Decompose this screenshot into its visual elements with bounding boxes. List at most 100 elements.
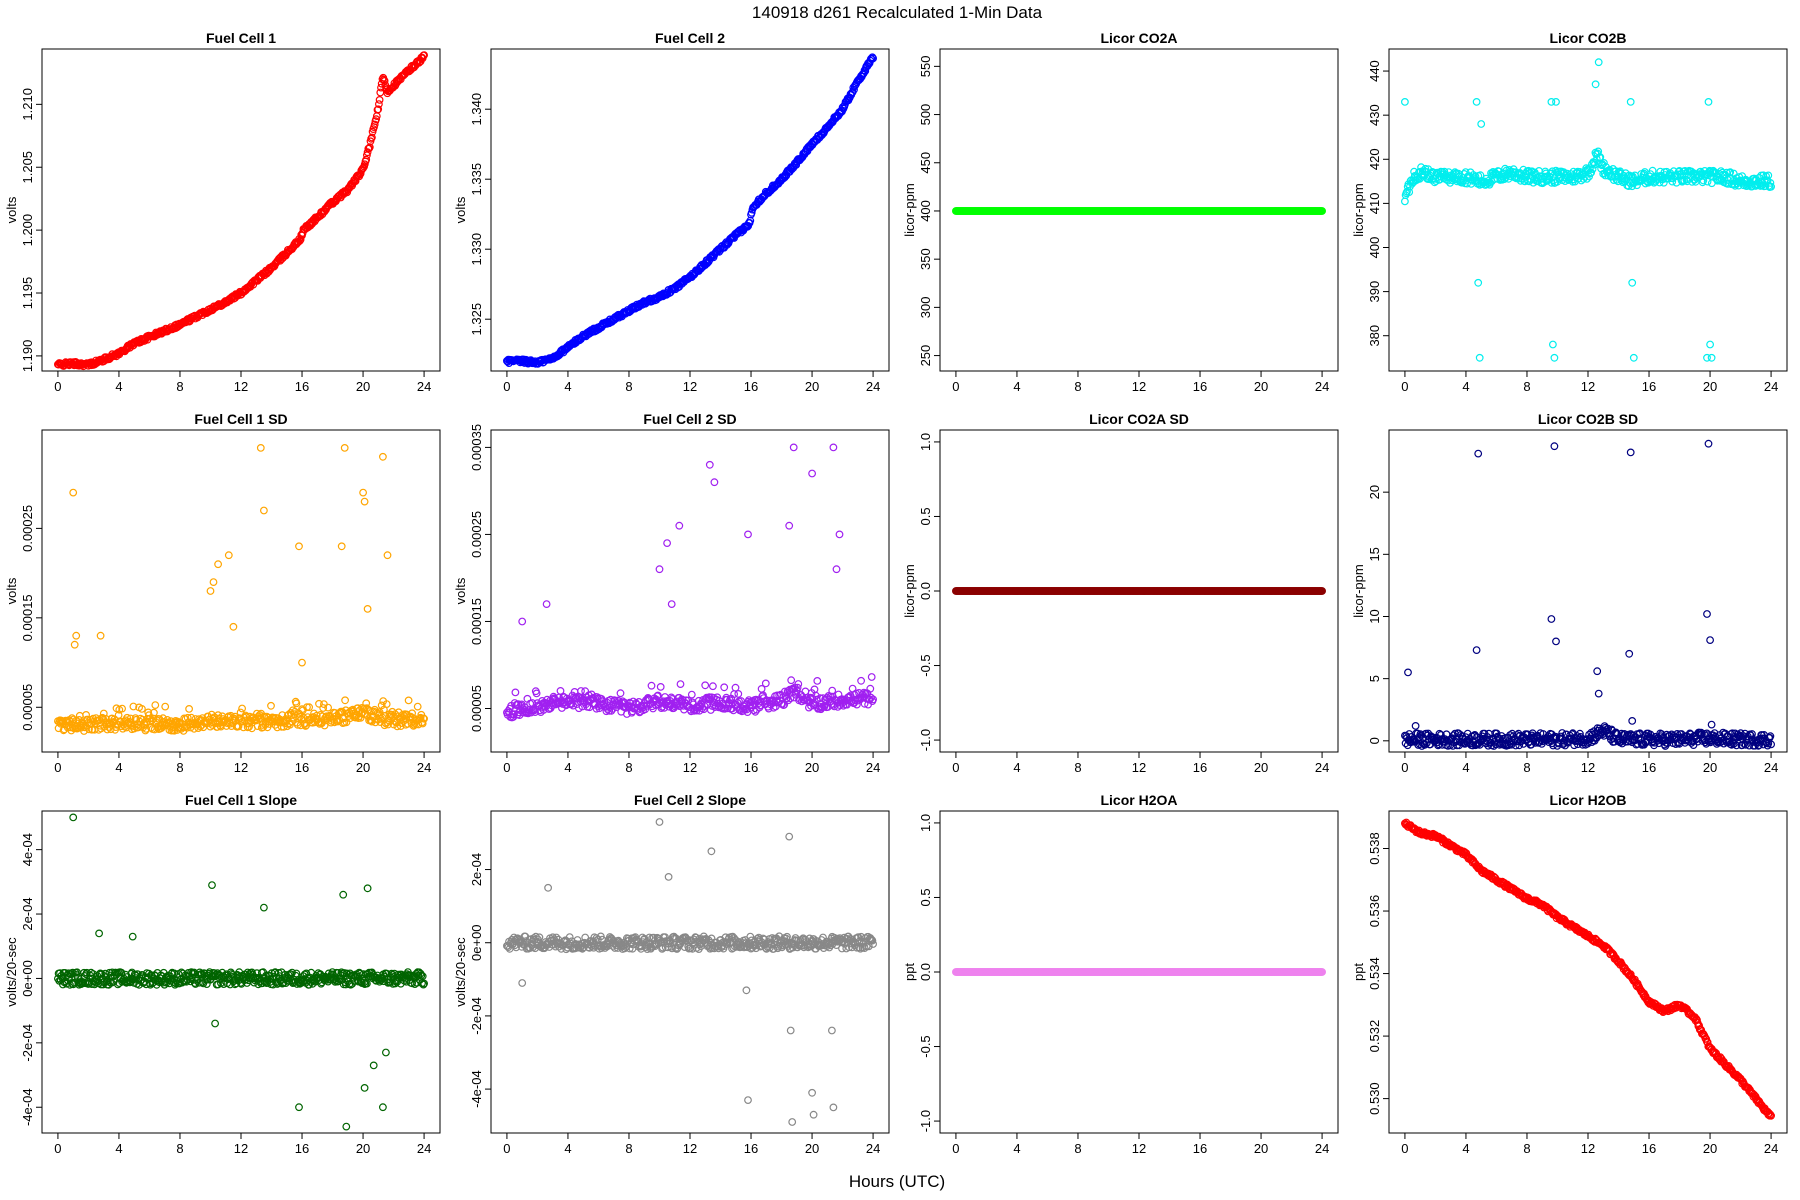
y-axis-label: licor-ppm [902,183,917,236]
x-tick-label: 4 [564,379,571,394]
x-tick-label: 8 [176,1141,183,1156]
outlier-point [542,600,551,608]
data-point [1494,167,1503,176]
outlier-point [1625,649,1634,658]
data-point [362,155,371,164]
x-tick-label: 16 [1642,379,1656,394]
outlier-point [229,622,238,631]
x-tick-label: 24 [1764,379,1778,394]
y-tick-label: 5 [1367,675,1382,682]
x-tick-label: 20 [1254,760,1268,775]
data-point [365,143,374,152]
outlier-point [359,488,368,497]
outlier-point [832,565,841,574]
y-tick-label: 0e+00 [20,960,35,997]
x-tick-label: 16 [744,760,758,775]
x-tick-label: 24 [417,379,431,394]
x-tick-label: 12 [1132,379,1146,394]
x-tick-label: 20 [356,1141,370,1156]
panel-title: Fuel Cell 1 SD [194,411,287,427]
panel-title: Licor CO2A SD [1089,411,1189,427]
data-point [363,148,372,157]
y-axis-label: licor-ppm [1351,183,1366,236]
x-tick-label: 20 [805,760,819,775]
data-points [952,207,1326,215]
data-point [869,54,877,63]
data-point [1548,167,1557,176]
y-tick-label: 400 [1367,237,1382,259]
data-point [380,76,389,85]
x-tick-label: 16 [1193,760,1207,775]
data-points [54,813,429,1131]
data-point [418,53,426,62]
outlier-point [1707,353,1716,362]
data-point [687,690,696,699]
data-points [952,587,1326,595]
data-point [1405,188,1414,197]
y-tick-label: 10 [1367,609,1382,623]
x-tick-label: 24 [1764,760,1778,775]
outlier-point [655,565,664,574]
panel-title: Licor CO2B [1549,30,1626,46]
outlier-point [1591,80,1600,89]
x-tick-label: 12 [683,379,697,394]
panel-title: Fuel Cell 1 [206,30,276,46]
data-point [404,696,413,705]
data-point [676,680,685,688]
x-tick-label: 20 [356,760,370,775]
y-tick-label: 420 [1367,148,1382,170]
outlier-point [340,444,349,452]
outlier-point [1474,278,1483,287]
y-axis-label: volts [453,196,468,223]
outlier-point [1594,689,1603,698]
outlier-point [1626,97,1635,106]
outlier-point [1548,340,1557,349]
y-tick-label: 440 [1367,60,1382,82]
x-tick-label: 0 [54,1141,61,1156]
data-point [1519,165,1528,174]
x-tick-label: 8 [1523,760,1530,775]
x-tick-label: 24 [417,1141,431,1156]
outlier-point [1404,668,1412,677]
x-tick-label: 8 [176,760,183,775]
data-point [720,683,729,692]
data-point [75,711,84,720]
outlier-point [224,551,233,560]
y-tick-label: 400 [918,200,933,222]
x-tick-label: 4 [1462,379,1469,394]
panel-title: Fuel Cell 1 Slope [185,792,297,808]
outlier-point [96,631,105,640]
x-tick-label: 12 [234,1141,248,1156]
y-tick-label: 1.325 [469,303,484,336]
outlier-point [518,617,527,626]
outlier-point [1552,97,1560,106]
x-tick-label: 24 [417,760,431,775]
outlier-point [214,560,223,569]
y-axis-label: volts [453,577,468,604]
data-point [356,170,364,179]
data-point [857,676,865,685]
data-point [813,677,822,685]
y-tick-label: 1.205 [20,151,35,184]
y-tick-label: 15 [1367,547,1382,561]
data-points [1400,58,1775,362]
x-tick-label: 4 [1462,760,1469,775]
panel-title: Licor CO2A [1100,30,1177,46]
data-point [420,51,429,59]
data-point [296,235,305,244]
outlier-point [379,452,387,461]
data-point [185,705,194,713]
outlier-point [1593,667,1602,676]
x-tick-label: 16 [1193,379,1207,394]
data-point [1318,207,1326,215]
data-point [368,133,376,142]
x-tick-label: 0 [952,760,959,775]
x-tick-label: 24 [1315,379,1329,394]
y-tick-label: 0.00015 [469,598,484,645]
outlier-point [785,521,794,530]
outlier-point [835,530,844,539]
data-point [294,237,303,246]
